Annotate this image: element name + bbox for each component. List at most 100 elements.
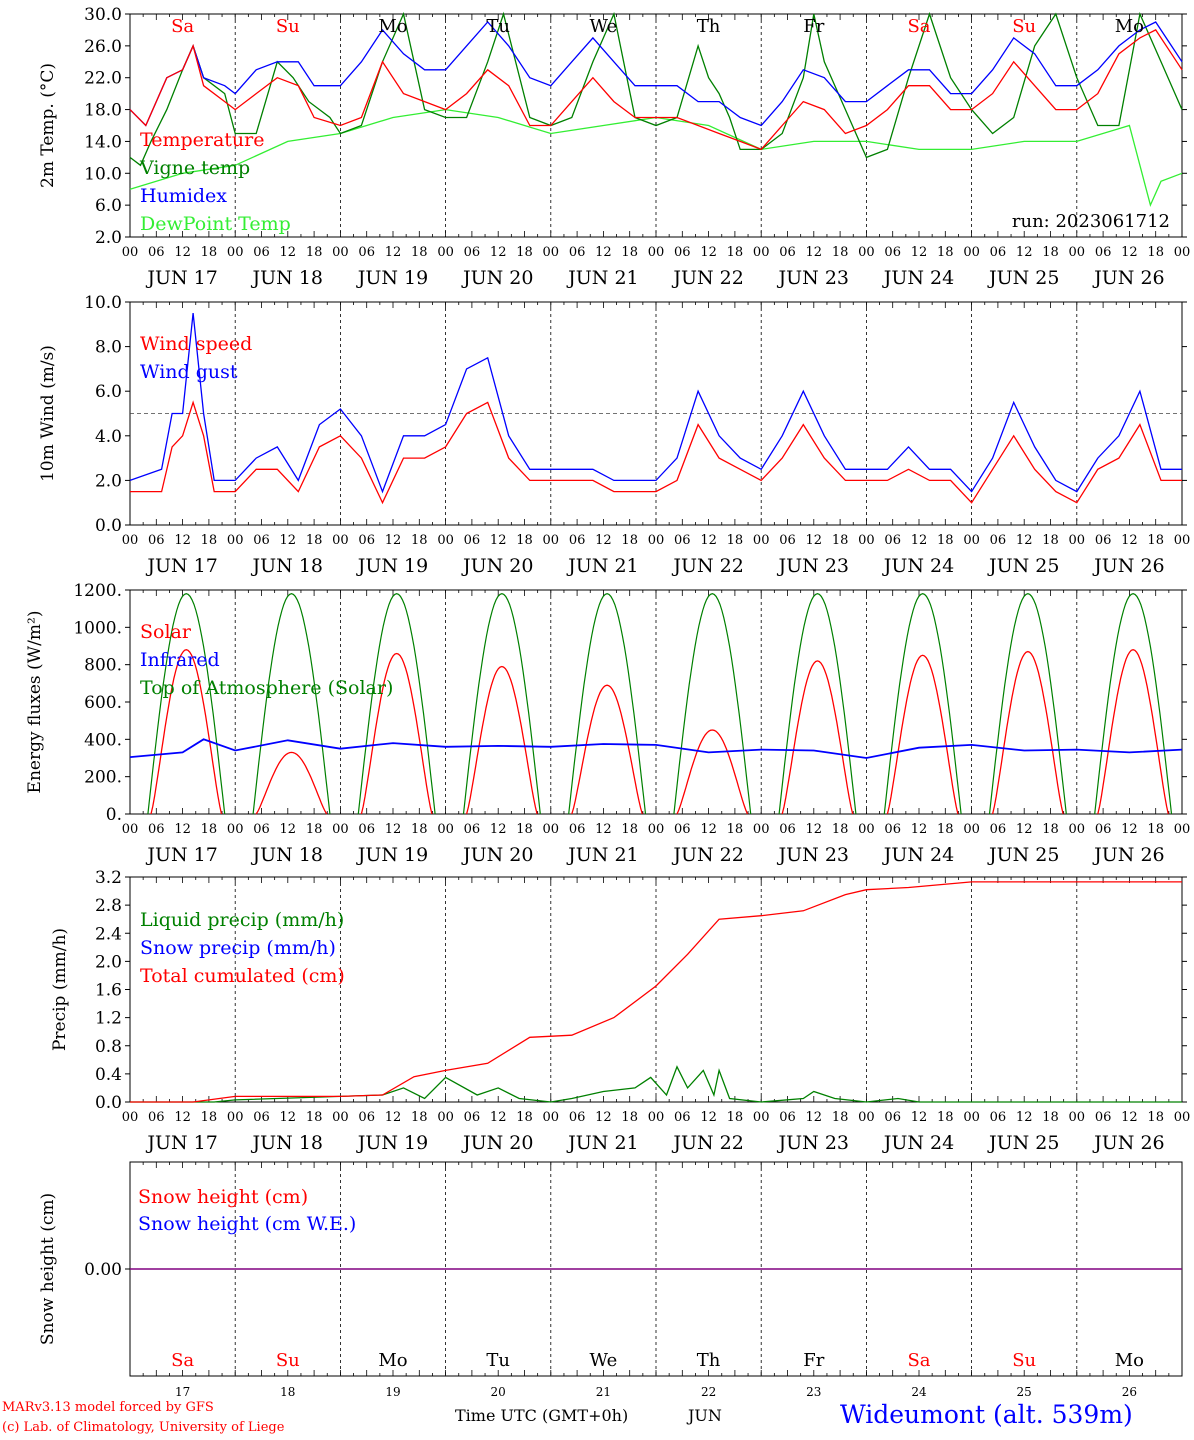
hour-tick-label: 06 [779,533,796,548]
hour-tick-label: 06 [253,533,270,548]
y-tick-label: 18.0 [84,101,122,121]
legend-entry: DewPoint Temp [140,213,291,235]
weekday-label: Fr [803,1350,824,1371]
hour-tick-label: 18 [832,1110,849,1125]
date-label: JUN 25 [987,1132,1059,1154]
footer-model-credit: MARv3.13 model forced by GFS [2,1400,214,1415]
y-tick-label: 6.0 [95,382,122,402]
hour-tick-label: 00 [227,1110,244,1125]
weekday-label: Su [1012,16,1036,37]
y-tick-label: 2.0 [95,471,122,491]
day-number-label: 25 [1017,1385,1032,1399]
date-label: JUN 23 [777,555,849,577]
hour-tick-label: 18 [306,1110,323,1125]
date-label: JUN 21 [566,267,638,289]
hour-tick-label: 00 [858,1110,875,1125]
hour-tick-label: 18 [1042,533,1059,548]
day-number-label: 23 [806,1385,821,1399]
hour-tick-label: 18 [727,1110,744,1125]
date-label: JUN 24 [882,844,954,866]
hour-tick-label: 18 [832,822,849,837]
hour-tick-label: 06 [990,533,1007,548]
hour-tick-label: 18 [411,245,428,260]
date-label: JUN 23 [777,844,849,866]
hour-tick-label: 12 [385,1110,402,1125]
legend-entry: Wind speed [140,333,252,355]
hour-tick-label: 12 [1121,245,1138,260]
legend-entry: Temperature [140,129,264,151]
hour-tick-label: 00 [1069,1110,1086,1125]
weekday-label: Mo [1115,16,1144,37]
date-label: JUN 21 [566,1132,638,1154]
hour-tick-label: 00 [122,822,139,837]
hour-tick-label: 06 [1095,822,1112,837]
hour-tick-label: 00 [122,1110,139,1125]
hour-tick-label: 18 [306,533,323,548]
hour-tick-label: 12 [174,1110,191,1125]
day-number-label: 21 [596,1385,611,1399]
y-axis-title: Snow height (cm) [38,1193,58,1345]
y-tick-label: 10.0 [84,293,122,313]
hour-tick-label: 12 [490,245,507,260]
date-label: JUN 22 [671,555,743,577]
y-tick-label: 0.0 [95,1093,122,1113]
hour-tick-label: 00 [1069,245,1086,260]
hour-tick-label: 18 [727,245,744,260]
hour-tick-label: 00 [543,245,560,260]
hour-tick-label: 00 [858,822,875,837]
hour-tick-label: 00 [437,533,454,548]
hour-tick-label: 06 [253,1110,270,1125]
footer-month-label: JUN [688,1406,722,1425]
y-tick-label: 800. [84,656,122,676]
hour-tick-label: 18 [832,245,849,260]
hour-tick-label: 06 [358,1110,375,1125]
hour-tick-label: 06 [674,245,691,260]
hour-tick-label: 06 [569,1110,586,1125]
hour-tick-label: 12 [911,1110,928,1125]
panel-2: 0.0 2.0 4.0 6.0 8.0 10.0 10m Wind (m/s) Wind sp… [38,293,1190,577]
date-label: JUN 17 [145,1132,217,1154]
y-tick-label: 1.6 [95,981,122,1001]
weekday-label: Su [276,1350,300,1371]
y-tick-label: 6.0 [95,196,122,216]
panel-1: 2.0 6.0 10.0 14.0 18.0 22.0 26.0 30.0 2m Temp. (… [38,5,1190,289]
panel-3: 0. 200. 400. 600. 800. 1000. 1200. Energy fluxe… [25,581,1190,866]
hour-tick-label: 18 [937,1110,954,1125]
series-wind-gust [129,313,1182,494]
series-temperature [129,29,1183,151]
hour-tick-label: 00 [227,245,244,260]
date-label: JUN 26 [1092,267,1164,289]
date-label: JUN 25 [987,555,1059,577]
hour-tick-label: 06 [884,1110,901,1125]
hour-tick-label: 12 [806,1110,823,1125]
weekday-label: Sa [171,16,194,37]
legend-entry: Snow height (cm W.E.) [138,1213,356,1235]
hour-tick-label: 00 [227,533,244,548]
y-tick-label: 2.0 [95,228,122,248]
y-tick-label: 1000. [73,618,122,638]
hour-tick-label: 18 [201,1110,218,1125]
hour-tick-label: 18 [1147,1110,1164,1125]
series-solar [886,654,959,815]
panel-5: 0.00 Snow height (cm) Snow height (cm) Snow… [38,1161,1183,1399]
y-axis-title: 2m Temp. (°C) [38,63,58,188]
hour-tick-label: 18 [516,822,533,837]
hour-tick-label: 18 [201,822,218,837]
hour-tick-label: 12 [1121,822,1138,837]
date-label: JUN 19 [356,555,428,577]
hour-tick-label: 06 [569,822,586,837]
series-top-of-atmosphere [988,593,1067,815]
date-label: JUN 22 [671,844,743,866]
y-axis-title: Precip (mm/h) [50,928,70,1051]
hour-tick-label: 00 [227,822,244,837]
hour-tick-label: 00 [858,533,875,548]
hour-tick-label: 06 [253,245,270,260]
date-label: JUN 18 [251,555,323,577]
day-number-label: 17 [175,1385,190,1399]
hour-tick-label: 18 [727,822,744,837]
hour-tick-label: 06 [779,1110,796,1125]
hour-tick-label: 00 [648,1110,665,1125]
weekday-label: Sa [907,1350,930,1371]
hour-tick-label: 00 [437,1110,454,1125]
y-tick-label: 8.0 [95,338,122,358]
